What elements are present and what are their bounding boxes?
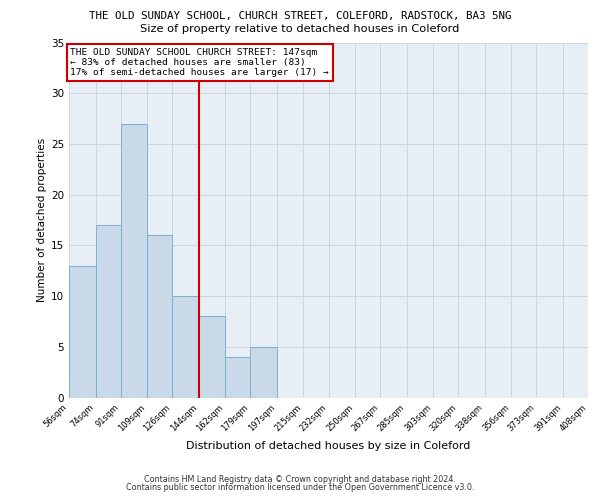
Text: THE OLD SUNDAY SCHOOL CHURCH STREET: 147sqm
← 83% of detached houses are smaller: THE OLD SUNDAY SCHOOL CHURCH STREET: 147… (70, 48, 329, 78)
Y-axis label: Number of detached properties: Number of detached properties (37, 138, 47, 302)
Bar (69, 266, 95, 398)
Text: Contains HM Land Registry data © Crown copyright and database right 2024.: Contains HM Land Registry data © Crown c… (144, 475, 456, 484)
Bar (147, 235, 172, 398)
Bar (121, 124, 147, 398)
X-axis label: Distribution of detached houses by size in Coleford: Distribution of detached houses by size … (187, 441, 470, 451)
Text: Size of property relative to detached houses in Coleford: Size of property relative to detached ho… (140, 24, 460, 34)
Text: Contains public sector information licensed under the Open Government Licence v3: Contains public sector information licen… (126, 483, 474, 492)
Bar (199, 316, 225, 398)
Text: THE OLD SUNDAY SCHOOL, CHURCH STREET, COLEFORD, RADSTOCK, BA3 5NG: THE OLD SUNDAY SCHOOL, CHURCH STREET, CO… (89, 11, 511, 21)
Bar (172, 296, 199, 398)
Bar (225, 357, 250, 398)
Bar (250, 347, 277, 398)
Bar (95, 225, 121, 398)
